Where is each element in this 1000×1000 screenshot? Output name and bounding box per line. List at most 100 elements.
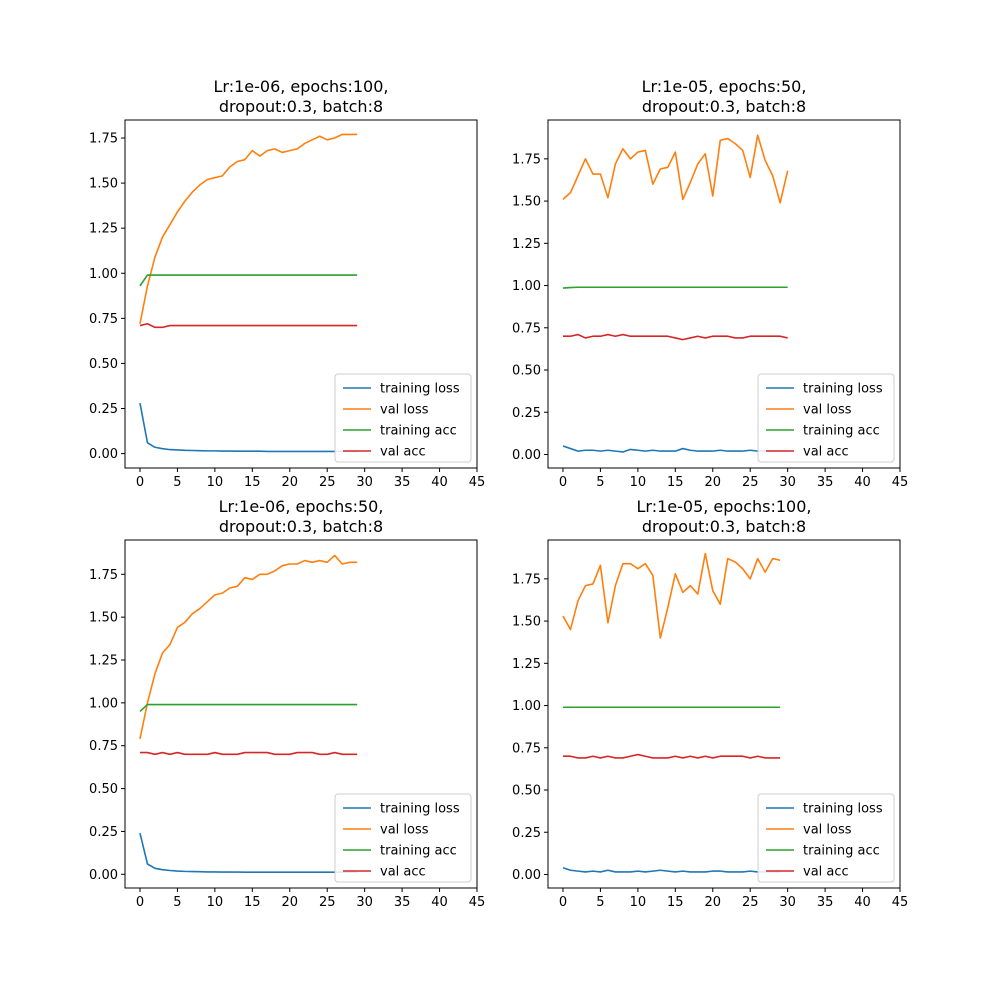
x-tick-label: 25 [319,475,336,490]
legend-box [757,793,895,883]
y-tick-label: 0.00 [89,868,118,883]
x-tick-label: 5 [596,895,604,910]
chart-panel-4: Lr:1e-05, epochs:100,dropout:0.3, batch:… [512,497,908,910]
x-tick-label: 30 [356,895,373,910]
x-tick-label: 35 [817,475,834,490]
chart-panel-3: Lr:1e-06, epochs:50,dropout:0.3, batch:8… [89,497,485,910]
y-tick-label: 0.75 [512,741,541,756]
series-line-val-loss [139,133,358,324]
x-tick-label: 45 [469,475,486,490]
y-tick-label: 0.50 [512,784,541,799]
legend-label: training acc [803,844,880,859]
x-tick-label: 45 [469,895,486,910]
legend: training loss val loss training acc val acc [757,373,895,463]
x-tick-label: 35 [817,895,834,910]
y-tick-label: 1.00 [512,279,541,294]
x-tick-label: 5 [596,475,604,490]
legend-label: training loss [380,802,460,817]
y-tick-label: 0.00 [512,448,541,463]
series-line-val-loss [562,134,789,204]
legend: training loss val loss training acc val acc [334,793,472,883]
chart-title-line: dropout:0.3, batch:8 [219,97,383,116]
y-tick-label: 0.75 [89,312,118,327]
y-tick-label: 1.50 [89,611,118,626]
chart-title-line: dropout:0.3, batch:8 [642,517,806,536]
x-tick-label: 25 [319,895,336,910]
legend-label: val acc [803,445,849,460]
y-tick-label: 1.50 [512,615,541,630]
x-tick-label: 20 [281,475,298,490]
x-tick-label: 20 [281,895,298,910]
x-tick-label: 25 [742,895,759,910]
y-tick-label: 1.00 [512,699,541,714]
legend-label: training loss [803,802,883,817]
y-tick-label: 1.00 [89,267,118,282]
legend-label: training loss [803,382,883,397]
legend-label: val acc [380,865,426,880]
y-tick-label: 1.00 [89,696,118,711]
legend-label: val acc [803,865,849,880]
legend-box [334,793,472,883]
series-line-val-acc [562,753,781,759]
x-tick-label: 15 [244,475,261,490]
y-tick-label: 0.25 [89,402,118,417]
series-line-val-acc [562,333,788,341]
y-tick-label: 0.25 [89,825,118,840]
x-tick-label: 15 [667,475,684,490]
y-tick-label: 0.00 [512,868,541,883]
legend-box [334,373,472,463]
y-tick-label: 0.25 [512,826,541,841]
chart-title-line: Lr:1e-06, epochs:50, [219,497,384,516]
y-tick-label: 0.75 [89,739,118,754]
chart-panel-2: Lr:1e-05, epochs:50,dropout:0.3, batch:8… [512,77,908,490]
x-tick-label: 20 [704,475,721,490]
legend-label: training acc [380,424,457,439]
x-tick-label: 10 [630,895,647,910]
y-tick-label: 1.25 [89,222,118,237]
axes-frame [124,539,478,889]
x-tick-label: 5 [173,895,181,910]
x-tick-label: 10 [207,475,224,490]
chart-panel-1: Lr:1e-06, epochs:100,dropout:0.3, batch:… [89,77,485,490]
legend-label: val acc [380,445,426,460]
x-tick-label: 0 [559,895,567,910]
legend-label: val loss [803,403,852,418]
x-tick-label: 25 [742,475,759,490]
series-line-training-loss [562,445,788,453]
axes-frame [124,119,478,469]
y-tick-label: 0.50 [512,364,541,379]
y-tick-label: 0.25 [512,406,541,421]
legend-label: val loss [380,403,429,418]
chart-title-line: Lr:1e-06, epochs:100, [213,77,388,96]
chart-title-line: dropout:0.3, batch:8 [642,97,806,116]
chart-title-line: Lr:1e-05, epochs:50, [642,77,807,96]
x-tick-label: 40 [431,475,448,490]
series-line-training-acc [139,703,358,713]
x-tick-label: 40 [854,895,871,910]
x-tick-label: 30 [356,475,373,490]
series-line-val-loss [139,554,358,740]
axes-frame [547,539,901,889]
x-tick-label: 15 [244,895,261,910]
legend-label: val loss [380,823,429,838]
legend-label: val loss [803,823,852,838]
x-tick-label: 0 [136,475,144,490]
y-tick-label: 0.50 [89,357,118,372]
legend-label: training acc [803,424,880,439]
legend: training loss val loss training acc val acc [334,373,472,463]
x-tick-label: 0 [559,475,567,490]
series-line-training-loss [139,832,358,874]
y-tick-label: 0.00 [89,447,118,462]
x-tick-label: 35 [394,475,411,490]
y-tick-label: 0.75 [512,321,541,336]
series-line-training-loss [562,866,781,873]
y-tick-label: 0.50 [89,782,118,797]
x-tick-label: 35 [394,895,411,910]
x-tick-label: 10 [207,895,224,910]
y-tick-label: 1.75 [512,152,541,167]
series-line-training-loss [139,402,358,453]
series-line-val-loss [562,552,781,639]
x-tick-label: 40 [854,475,871,490]
x-tick-label: 15 [667,895,684,910]
series-line-training-acc [139,274,358,287]
